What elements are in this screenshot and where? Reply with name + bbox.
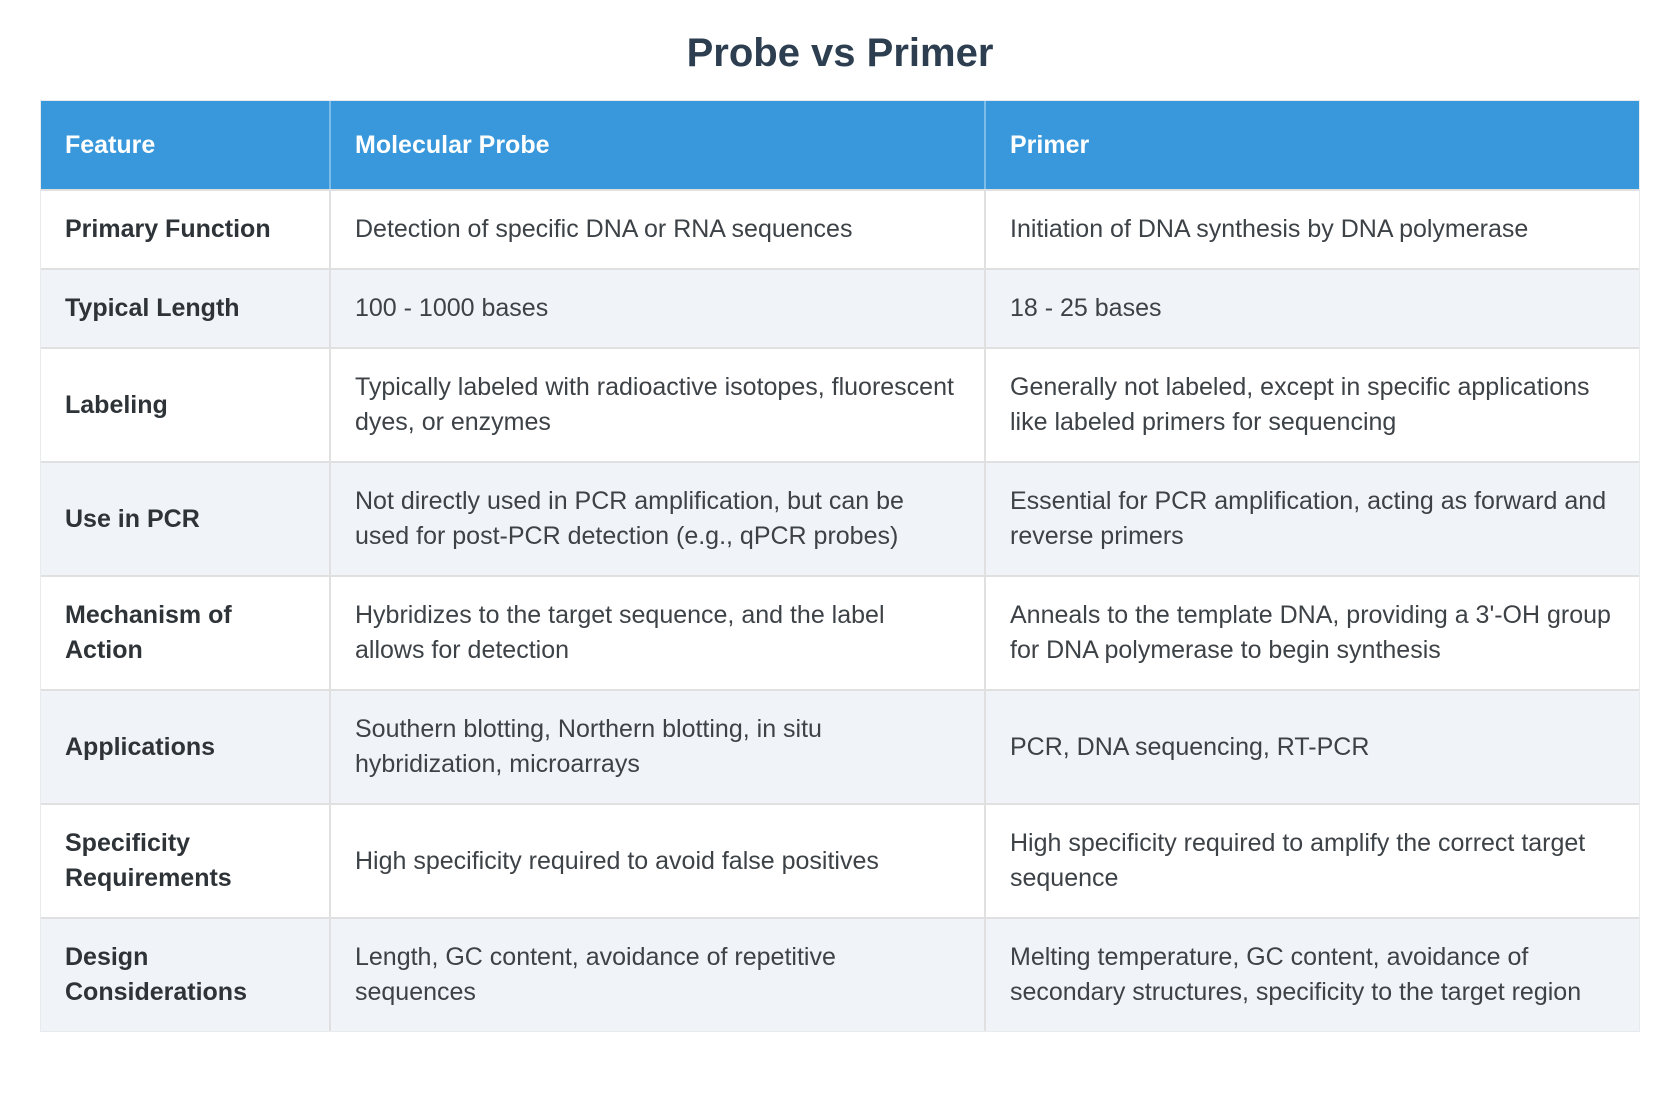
feature-cell: Labeling <box>41 349 329 461</box>
table-row: Design Considerations Length, GC content… <box>41 917 1639 1031</box>
table-row: Specificity Requirements High specificit… <box>41 803 1639 917</box>
feature-cell: Mechanism of Action <box>41 577 329 689</box>
header-cell-feature: Feature <box>65 130 156 159</box>
primer-cell: Melting temperature, GC content, avoidan… <box>984 919 1639 1031</box>
table-row: Use in PCR Not directly used in PCR ampl… <box>41 461 1639 575</box>
probe-cell: Not directly used in PCR amplification, … <box>329 463 984 575</box>
feature-cell: Typical Length <box>41 270 329 347</box>
table-row: Applications Southern blotting, Northern… <box>41 689 1639 803</box>
table-row: Mechanism of Action Hybridizes to the ta… <box>41 575 1639 689</box>
feature-cell: Primary Function <box>41 191 329 268</box>
probe-cell: Length, GC content, avoidance of repetit… <box>329 919 984 1031</box>
table-row: Typical Length 100 - 1000 bases 18 - 25 … <box>41 268 1639 347</box>
probe-cell: Southern blotting, Northern blotting, in… <box>329 691 984 803</box>
probe-cell: Hybridizes to the target sequence, and t… <box>329 577 984 689</box>
primer-cell: Anneals to the template DNA, providing a… <box>984 577 1639 689</box>
primer-cell: Initiation of DNA synthesis by DNA polym… <box>984 191 1639 268</box>
primer-cell: PCR, DNA sequencing, RT-PCR <box>984 691 1639 803</box>
feature-cell: Specificity Requirements <box>41 805 329 917</box>
primer-cell: Generally not labeled, except in specifi… <box>984 349 1639 461</box>
primer-cell: 18 - 25 bases <box>984 270 1639 347</box>
header-row: Feature Molecular Probe Primer <box>41 101 1639 189</box>
table-body: Primary Function Detection of specific D… <box>41 191 1639 1031</box>
page-title: Probe vs Primer <box>686 31 994 75</box>
feature-cell: Applications <box>41 691 329 803</box>
primer-cell: High specificity required to amplify the… <box>984 805 1639 917</box>
probe-cell: 100 - 1000 bases <box>329 270 984 347</box>
feature-cell: Use in PCR <box>41 463 329 575</box>
probe-cell: High specificity required to avoid false… <box>329 805 984 917</box>
table-row: Primary Function Detection of specific D… <box>41 191 1639 268</box>
comparison-table: Feature Molecular Probe Primer Primary F… <box>40 100 1640 1032</box>
probe-cell: Typically labeled with radioactive isoto… <box>329 349 984 461</box>
table-header: Feature Molecular Probe Primer <box>41 101 1639 191</box>
header-cell-primer: Primer <box>984 101 1639 189</box>
probe-cell: Detection of specific DNA or RNA sequenc… <box>329 191 984 268</box>
table-row: Labeling Typically labeled with radioact… <box>41 347 1639 461</box>
primer-cell: Essential for PCR amplification, acting … <box>984 463 1639 575</box>
feature-cell: Design Considerations <box>41 919 329 1031</box>
header-cell-probe: Molecular Probe <box>329 101 984 189</box>
